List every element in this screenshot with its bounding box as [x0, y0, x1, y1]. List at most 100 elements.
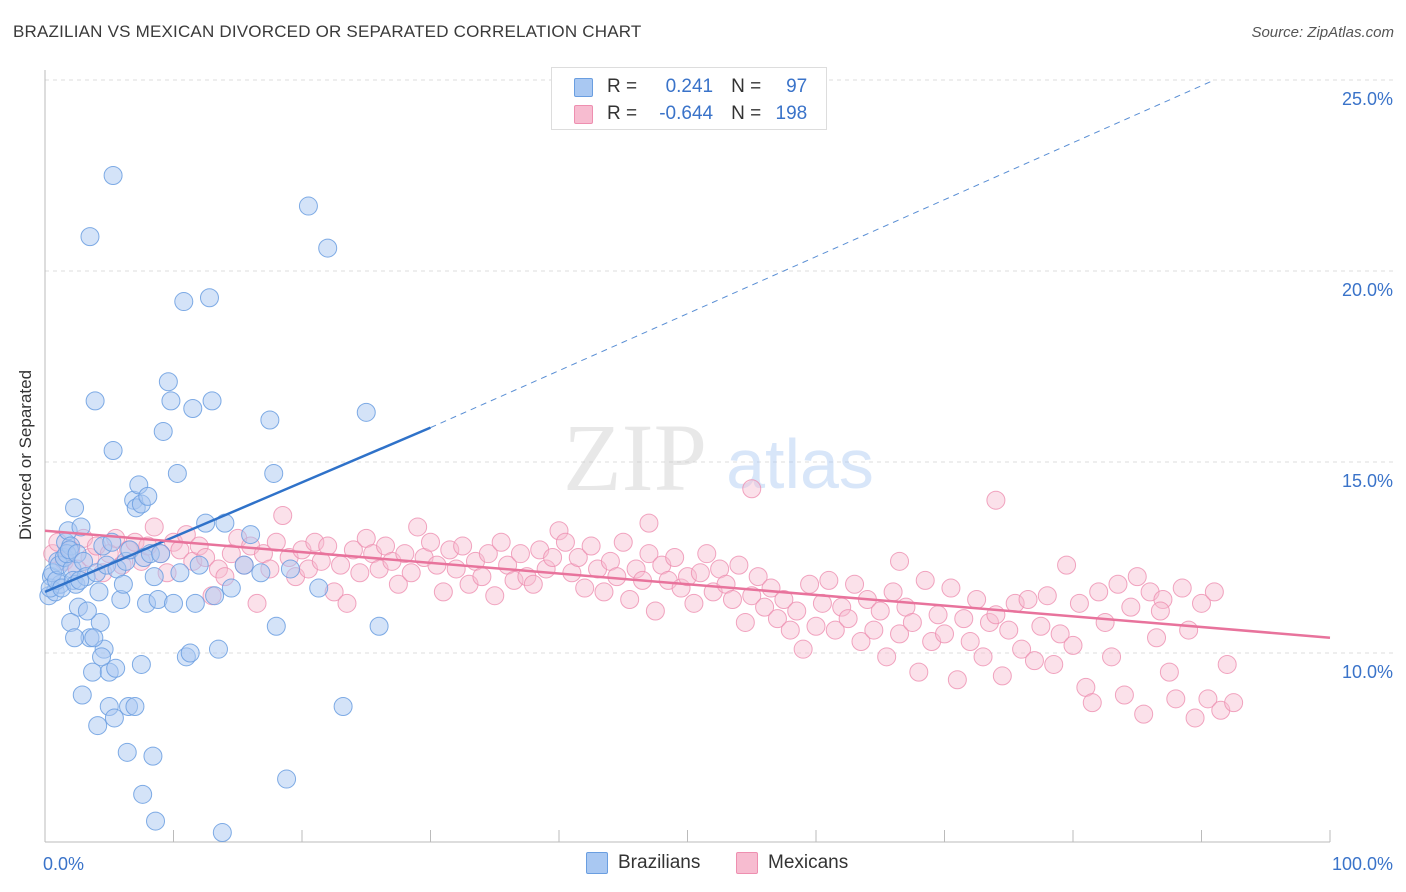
brazilians-point	[241, 525, 261, 545]
mexicans-trend-line	[44, 529, 1331, 639]
brazilians-point	[183, 399, 203, 419]
mexicans-point	[273, 505, 293, 525]
mexicans-point	[639, 513, 659, 533]
mexicans-point	[1095, 612, 1115, 632]
brazilians-point	[264, 463, 284, 483]
mexicans-point	[549, 521, 569, 541]
mexicans-point	[819, 570, 839, 590]
mexicans-point	[864, 620, 884, 640]
mexicans-point	[780, 620, 800, 640]
y-tick-label: 20.0%	[1342, 280, 1393, 300]
brazilians-point	[199, 288, 219, 308]
mexicans-point	[1192, 593, 1211, 613]
mexicans-point	[800, 574, 820, 594]
brazilians-point	[146, 811, 166, 831]
mexicans-point	[1050, 624, 1070, 644]
mexicans-point	[890, 551, 910, 571]
mexicans-point	[440, 540, 460, 560]
brazilians-point	[158, 372, 178, 392]
mexicans-point	[806, 616, 826, 636]
mexicans-point	[504, 570, 524, 590]
legend-brazilians: Brazilians	[586, 852, 700, 874]
mexicans-point	[735, 612, 755, 632]
brazilians-point	[277, 769, 297, 789]
mexicans-point	[877, 647, 897, 667]
brazilians-point	[71, 517, 91, 537]
mexicans-point	[1063, 635, 1083, 655]
brazilians-point	[251, 563, 271, 583]
n-value: 198	[775, 103, 808, 124]
mexicans-point	[935, 624, 954, 644]
mexicans-point	[485, 586, 505, 606]
mexicans-point	[433, 582, 453, 602]
mexicans-point	[845, 574, 865, 594]
mexicans-point	[890, 624, 910, 644]
brazilians-point	[260, 410, 280, 430]
brazilians-point	[309, 578, 329, 598]
mexicans-point	[979, 612, 999, 632]
mexicans-point	[742, 479, 762, 499]
mexicans-point	[992, 666, 1012, 686]
mexicans-point	[1069, 593, 1089, 613]
brazilians-point	[180, 643, 200, 663]
mexicans-point	[568, 548, 588, 567]
mexicans-point	[408, 517, 428, 537]
mexicans-point	[247, 593, 267, 613]
r-value: -0.644	[659, 103, 714, 124]
mexicans-point	[973, 647, 993, 667]
brazilians-point	[208, 639, 228, 659]
brazilians-point	[174, 292, 194, 312]
brazilians-points	[39, 166, 389, 843]
brazilians-point	[333, 696, 353, 716]
y-tick-label: 15.0%	[1342, 471, 1393, 491]
mexicans-point	[343, 540, 363, 560]
brazilians-point	[92, 647, 112, 667]
mexicans-point	[902, 612, 922, 632]
n-value: 97	[786, 76, 808, 97]
mexicans-point	[755, 597, 775, 617]
mexicans-point	[620, 590, 640, 610]
brazilians-point	[212, 823, 232, 843]
brazilians-point	[103, 441, 123, 461]
mexicans-point	[350, 563, 370, 583]
mexicans-point	[1037, 586, 1057, 606]
mexicans-point	[388, 574, 408, 594]
brazilians-point	[205, 586, 225, 606]
mexicans-point	[639, 544, 659, 564]
mexicans-point	[748, 567, 768, 587]
brazilians-point	[85, 391, 105, 411]
mexicans-point	[543, 548, 563, 567]
x-tick-label: 0.0%	[43, 854, 84, 874]
brazilians-point	[298, 196, 318, 216]
mexicans-point	[478, 544, 498, 564]
mexicans-point	[1198, 689, 1218, 709]
brazilians-point	[72, 685, 92, 705]
brazilians-swatch	[586, 852, 608, 874]
x-tick-label: 100.0%	[1332, 854, 1393, 874]
legend-row-mexicans: R = -0.644 N = 198	[574, 101, 807, 127]
mexicans-point	[678, 567, 697, 587]
mexicans-point	[1134, 704, 1154, 724]
mexicans-point	[729, 555, 749, 575]
mexicans-point	[697, 544, 717, 564]
mexicans-point	[793, 639, 813, 659]
brazilians-trend-extension	[430, 79, 1215, 429]
mexicans-swatch	[574, 104, 593, 124]
mexicans-point	[401, 563, 421, 583]
mexicans-point	[491, 532, 511, 552]
mexicans-point	[645, 601, 665, 621]
legend-brazilians-label: Brazilians	[618, 852, 701, 873]
mexicans-point	[305, 532, 325, 552]
mexicans-point	[838, 609, 858, 629]
mexicans-point	[967, 590, 987, 610]
mexicans-point	[1089, 582, 1109, 602]
brazilians-point	[77, 601, 97, 621]
tick-labels: 10.0% 15.0% 20.0% 25.0% 0.0% 100.0%	[43, 89, 1393, 874]
mexicans-point	[825, 620, 845, 640]
brazilians-point	[151, 544, 171, 564]
mexicans-point	[318, 536, 338, 556]
mexicans-point	[1024, 651, 1044, 671]
mexicans-point	[446, 559, 466, 579]
mexicans-point	[144, 517, 164, 537]
